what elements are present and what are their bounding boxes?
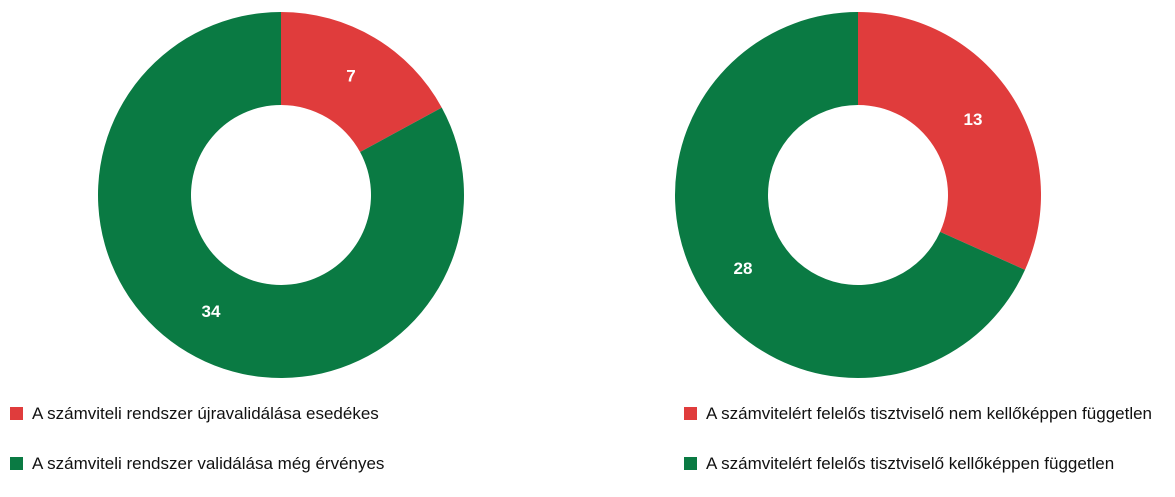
legend-label: A számvitelért felelős tisztviselő nem k…: [706, 404, 1153, 423]
legend-swatch: [10, 407, 23, 420]
legend-item: A számviteli rendszer újravalidálása ese…: [10, 404, 502, 423]
legend-item: A számvitelért felelős tisztviselő nem k…: [684, 404, 1175, 423]
data-label: 34: [202, 302, 221, 321]
legend-swatch: [10, 457, 23, 470]
legend-label: A számviteli rendszer validálása még érv…: [32, 454, 385, 473]
legend-swatch: [684, 457, 697, 470]
data-label: 13: [964, 110, 983, 129]
donut-slice: [858, 12, 1041, 270]
donut-slice: [98, 12, 464, 378]
legend-item: A számvitelért felelős tisztviselő kellő…: [684, 454, 1175, 473]
donut-slice: [675, 12, 1025, 378]
data-label: 28: [734, 259, 753, 278]
legend-item: A számviteli rendszer validálása még érv…: [10, 454, 502, 473]
legend-label: A számvitelért felelős tisztviselő kellő…: [706, 454, 1115, 473]
legend-swatch: [684, 407, 697, 420]
donut-slice: [281, 12, 442, 153]
data-label: 7: [346, 67, 355, 86]
legend-label: A számviteli rendszer újravalidálása ese…: [32, 404, 379, 423]
